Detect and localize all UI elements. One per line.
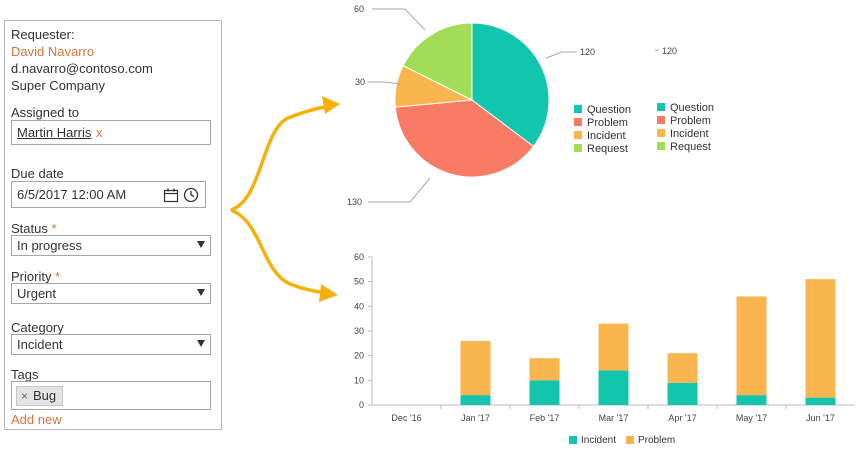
pie-chart: 60 120 30 130 120 Question Problem Incid… [347,4,714,207]
due-date-field[interactable]: 6/5/2017 12:00 AM [11,181,206,208]
pie-slice-request [402,22,473,101]
y-tick-label: 10 [354,375,364,385]
pie-slice-label: 120 [580,47,595,57]
pie-slice-label: 30 [355,77,365,87]
bar-problem [460,340,491,396]
legend-problem: Problem [587,117,628,129]
pie-slice-problem [394,99,535,178]
tag-chip: × Bug [16,386,64,406]
bar-incident [667,382,698,405]
bar-problem [529,358,560,381]
x-tick-label: Dec '16 [391,413,421,423]
bar-incident [460,395,491,405]
priority-select[interactable]: Urgent [11,283,211,304]
bar-legend: Incident Problem [569,435,675,446]
legend-question: Question [670,102,714,114]
assigned-to-value[interactable]: Martin Harris [17,125,92,140]
legend-request: Request [587,143,628,155]
tag-remove-icon[interactable]: × [21,389,29,403]
x-tick-label: Jan '17 [461,413,490,423]
y-tick-label: 50 [354,277,364,287]
clock-icon[interactable] [183,187,199,203]
bar-incident [805,397,836,405]
legend-incident: Incident [587,130,626,142]
requester-label: Requester: [11,27,75,42]
requester-name-link[interactable]: David Navarro [11,44,95,59]
status-value: In progress [17,238,83,253]
y-tick-label: 40 [354,301,364,311]
y-tick-label: 20 [354,351,364,361]
bar-marks [460,279,836,405]
add-new-tag-link[interactable]: Add new [11,412,62,427]
tags-label: Tags [11,367,39,382]
pie-slice-label: 130 [347,197,362,207]
y-tick-label: 0 [359,400,364,410]
bar-problem [598,323,629,371]
status-select[interactable]: In progress [11,235,211,256]
pie-slices [394,22,550,178]
pie-slice-label: 60 [354,4,364,14]
bar-axes: 0 10 20 30 40 50 60 Dec '16 Jan '17 Feb '17 Mar '1… [354,252,855,423]
bar-problem [805,279,836,398]
category-value: Incident [17,337,63,352]
category-select[interactable]: Incident [11,334,211,355]
pie-legend-2: Question Problem Incident Request [657,102,714,153]
due-date-value: 6/5/2017 12:00 AM [17,187,127,202]
calendar-icon[interactable] [163,187,179,203]
priority-label-text: Priority [11,269,52,284]
x-tick-label: Feb '17 [530,413,560,423]
bar-incident [598,370,629,405]
ticket-form-panel: Requester: David Navarro d.navarro@conto… [4,20,222,430]
x-tick-label: Mar '17 [599,413,629,423]
y-tick-label: 30 [354,326,364,336]
chevron-down-icon [197,289,205,296]
arrow-to-pie [230,104,331,212]
pie-slice-question [471,22,550,148]
arrow-to-bar [230,208,329,295]
pie-extra-label: 120 [662,46,677,56]
bar-incident [529,380,560,405]
legend-incident: Incident [670,128,709,140]
legend-request: Request [670,141,711,153]
status-label-text: Status [11,221,48,236]
bar-chart: 0 10 20 30 40 50 60 Dec '16 Jan '17 Feb '17 Mar '1… [354,252,855,446]
tags-field[interactable]: × Bug [11,381,211,410]
x-tick-label: May '17 [736,413,767,423]
assigned-to-label: Assigned to [11,105,79,120]
priority-label: Priority * [11,269,60,285]
due-date-label: Due date [11,166,64,181]
pie-leader-lines [368,8,577,203]
y-tick-label: 60 [354,252,364,262]
assigned-to-field[interactable]: Martin Harris x [11,120,211,145]
bar-problem [736,296,767,396]
arrow-head-icon [319,284,338,302]
x-tick-label: Jun '17 [806,413,835,423]
arrow-head-icon [322,96,340,114]
bar-problem [667,353,698,383]
tag-label: Bug [33,388,57,403]
legend-incident: Incident [581,435,616,446]
legend-problem: Problem [638,435,675,446]
pie-legend-1: Question Problem Incident Request [574,104,631,155]
x-tick-label: Apr '17 [668,413,696,423]
chevron-down-icon [197,241,205,248]
status-label: Status * [11,221,57,237]
bar-incident [736,395,767,405]
required-marker: * [51,221,57,236]
requester-company: Super Company [11,78,105,93]
category-label: Category [11,320,64,335]
chevron-down-icon [197,340,205,347]
legend-question: Question [587,104,631,116]
priority-value: Urgent [17,286,57,301]
assigned-remove-button[interactable]: x [96,125,103,140]
required-marker: * [55,269,61,284]
legend-problem: Problem [670,115,711,127]
requester-email: d.navarro@contoso.com [11,61,153,76]
